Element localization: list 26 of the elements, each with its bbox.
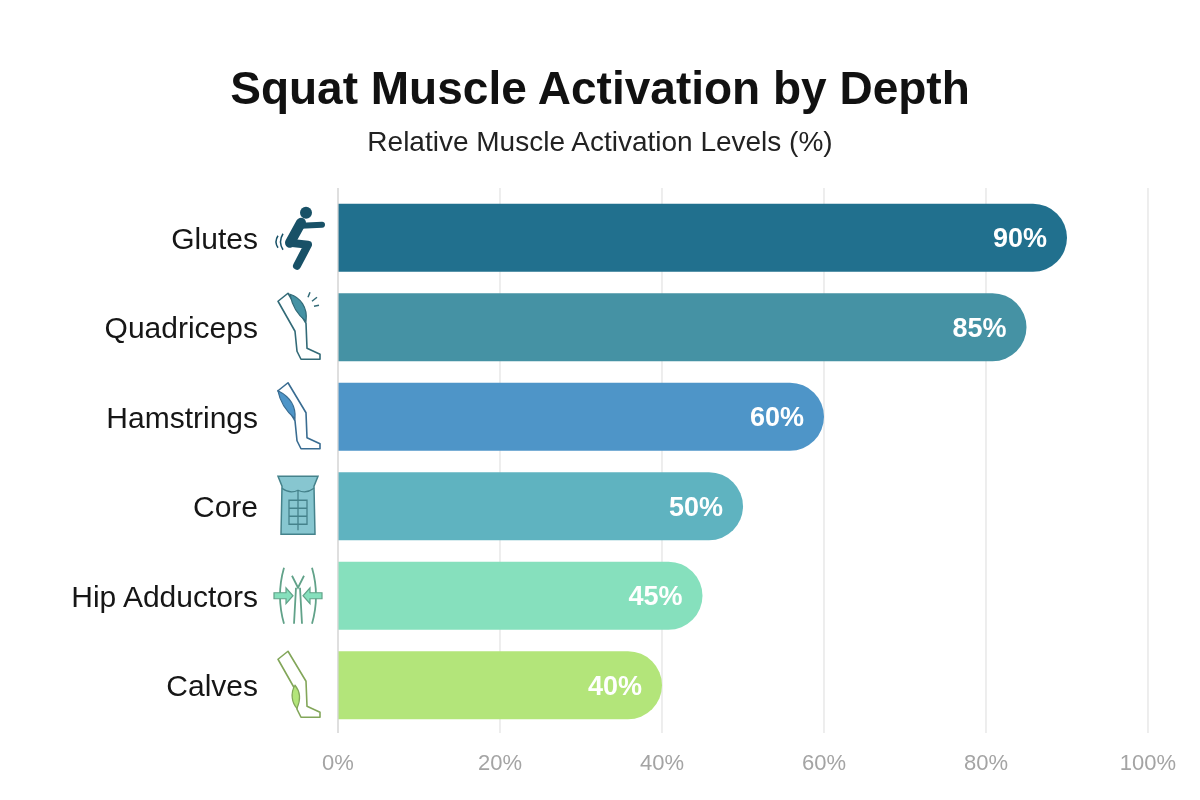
- data-label: 60%: [749, 402, 804, 433]
- chart-subtitle: Relative Muscle Activation Levels (%): [367, 126, 833, 157]
- data-label: 90%: [992, 223, 1047, 254]
- x-tick-label: 100%: [1119, 749, 1177, 775]
- data-label: 45%: [628, 581, 683, 612]
- bar: [338, 651, 662, 720]
- chart-title: Squat Muscle Activation by Depth: [230, 62, 970, 114]
- y-tick-label: Calves: [166, 669, 258, 703]
- x-tick-label: 20%: [477, 749, 523, 775]
- x-tick-label: 60%: [801, 749, 847, 775]
- y-tick-label: Hip Adductors: [71, 579, 258, 613]
- y-tick-label: Hamstrings: [106, 400, 258, 434]
- y-tick-label: Core: [192, 490, 258, 524]
- bar: [338, 472, 743, 541]
- data-label: 50%: [668, 491, 723, 522]
- bar: [338, 293, 1027, 362]
- bar: [338, 203, 1067, 272]
- data-label: 40%: [587, 670, 642, 701]
- bar: [338, 382, 824, 451]
- y-tick-label: Glutes: [171, 221, 258, 255]
- x-tick-label: 80%: [963, 749, 1009, 775]
- x-tick-label: 0%: [322, 749, 354, 775]
- data-label: 85%: [952, 312, 1007, 343]
- y-tick-label: Quadriceps: [104, 311, 258, 345]
- bar: [338, 561, 703, 630]
- x-tick-label: 40%: [639, 749, 685, 775]
